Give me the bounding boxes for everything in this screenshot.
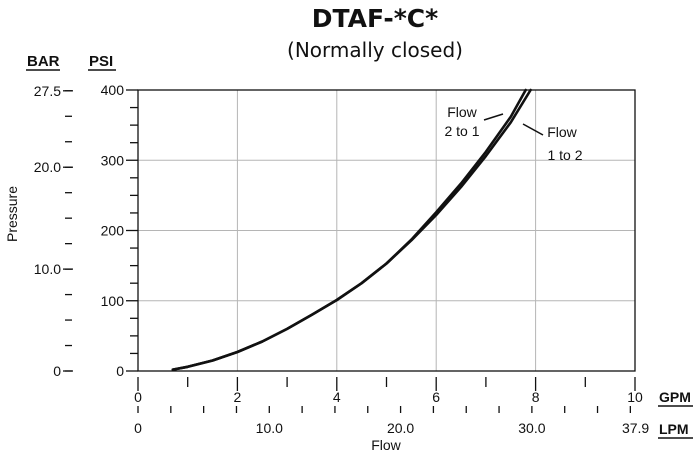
- x-tick-label-lpm: 37.9: [622, 420, 649, 436]
- series-line-flow-1-to-2: [171, 88, 532, 371]
- series-label-flow-1-to-2-leader: [522, 123, 544, 136]
- x-tick-label-gpm: 4: [333, 389, 341, 405]
- series-label-flow-1-to-2-line1: Flow: [547, 124, 577, 140]
- chart-subtitle: (Normally closed): [287, 38, 463, 62]
- y-tick-label-psi: 200: [101, 223, 125, 239]
- x-tick-label-gpm: 2: [234, 389, 242, 405]
- x-tick-label-lpm: 20.0: [387, 420, 414, 436]
- y-unit-bar-label: BAR: [27, 53, 60, 70]
- series-label-flow-2-to-1-line1: Flow: [447, 104, 477, 120]
- x-tick-label-gpm: 6: [432, 389, 440, 405]
- x-unit-lpm-label: LPM: [659, 421, 689, 437]
- y-tick-label-bar: 20.0: [34, 159, 61, 175]
- x-axis-title: Flow: [371, 437, 401, 453]
- x-tick-label-lpm: 30.0: [518, 420, 545, 436]
- x-tick-label-gpm: 0: [134, 389, 142, 405]
- y-unit-psi-label: PSI: [89, 53, 113, 70]
- y-axis-title: Pressure: [4, 186, 20, 242]
- y-tick-label-psi: 300: [101, 152, 125, 168]
- y-tick-label-psi: 400: [101, 82, 125, 98]
- y-tick-label-psi: 100: [101, 293, 125, 309]
- chart-title: DTAF-*C*: [311, 4, 439, 33]
- y-tick-label-psi: 0: [116, 363, 124, 379]
- series-label-flow-2-to-1-line2: 2 to 1: [444, 123, 479, 139]
- x-tick-label-lpm: 10.0: [256, 420, 283, 436]
- y-tick-label-bar: 27.5: [34, 83, 61, 99]
- y-tick-label-bar: 0: [53, 363, 61, 379]
- x-tick-label-gpm: 8: [532, 389, 540, 405]
- x-unit-gpm-label: GPM: [659, 389, 691, 405]
- x-tick-label-gpm: 10: [627, 389, 643, 405]
- x-tick-label-lpm: 0: [134, 420, 142, 436]
- series-label-flow-1-to-2-line2: 1 to 2: [547, 147, 582, 163]
- series-label-flow-2-to-1-leader: [483, 113, 504, 121]
- y-tick-label-bar: 10.0: [34, 261, 61, 277]
